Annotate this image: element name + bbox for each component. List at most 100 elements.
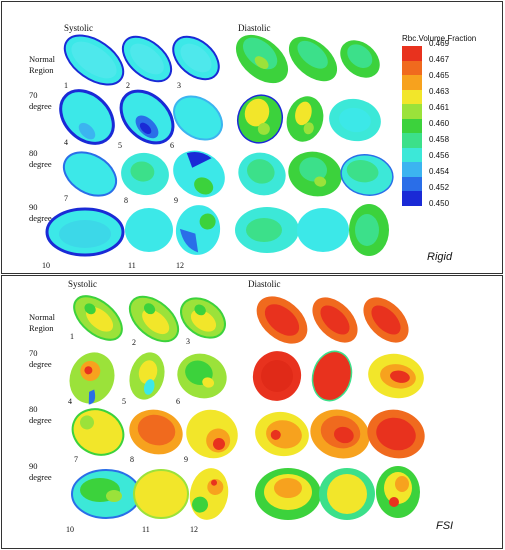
- rigid-cell-d10: [235, 207, 299, 253]
- rigid-tag: Rigid: [427, 251, 453, 263]
- legend-value: 0.460: [429, 119, 450, 128]
- rigid-cell-d4: [237, 94, 283, 144]
- rigid-cell-d6: [329, 98, 381, 142]
- row-label-90: 90 degree: [29, 461, 52, 482]
- legend-swatch: [402, 133, 422, 149]
- rigid-cell-6: [173, 95, 223, 141]
- fsi-cell-d8: [310, 409, 370, 459]
- rigid-cell-d2: [288, 36, 338, 82]
- rigid-cell-d5: [286, 96, 324, 142]
- systolic-label: Systolic: [64, 23, 94, 33]
- cell-number: 4: [64, 138, 68, 147]
- rigid-cell-1: [63, 34, 125, 86]
- row-label-normal: Normal Region: [29, 54, 55, 75]
- rigid-cell-9: [173, 150, 225, 198]
- legend-swatch: [402, 46, 422, 62]
- rigid-cell-d11: [297, 208, 349, 252]
- cell-number: 7: [74, 455, 78, 464]
- fsi-cell-12: [189, 468, 229, 520]
- rigid-cell-3: [172, 35, 220, 81]
- cell-number: 1: [70, 332, 74, 341]
- cell-number: 12: [190, 525, 198, 534]
- fsi-cell-2: [128, 295, 180, 343]
- legend-value: 0.465: [429, 71, 450, 80]
- fsi-cell-8: [129, 409, 183, 455]
- systolic-label: Systolic: [68, 279, 98, 289]
- cell-number: 7: [64, 194, 68, 203]
- row-label-normal: Normal Region: [29, 312, 55, 333]
- rigid-cell-5: [119, 89, 175, 145]
- fsi-cells: [69, 295, 425, 520]
- cell-number: 10: [66, 525, 74, 534]
- fsi-cell-d11: [319, 468, 375, 520]
- legend-value: 0.450: [429, 199, 450, 208]
- fsi-cell-d7: [255, 411, 309, 457]
- rigid-panel: Systolic Diastolic Normal Region 70 degree…: [1, 1, 503, 274]
- cell-number: 10: [42, 261, 50, 270]
- rigid-cell-d3: [340, 40, 380, 78]
- rigid-cells: [45, 34, 394, 257]
- legend-swatch: [402, 147, 422, 163]
- cell-number: 6: [170, 141, 174, 150]
- cell-number: 9: [184, 455, 188, 464]
- fsi-cell-10: [71, 469, 141, 519]
- cell-number: 5: [118, 141, 122, 150]
- cell-number: 8: [130, 455, 134, 464]
- cell-number: 3: [177, 81, 181, 90]
- rigid-cell-7: [62, 151, 118, 197]
- cell-number: 5: [122, 397, 126, 406]
- rigid-cell-d1: [235, 34, 289, 84]
- fsi-cell-3: [180, 297, 226, 339]
- legend-swatch: [402, 118, 422, 134]
- fsi-cell-7: [71, 408, 125, 456]
- fsi-cell-9: [186, 409, 238, 459]
- rigid-cell-10: [45, 207, 125, 257]
- cell-number: 12: [176, 261, 184, 270]
- legend-swatch: [402, 176, 422, 192]
- legend-color-bar: [402, 46, 422, 207]
- cell-number: 6: [176, 397, 180, 406]
- row-label-80: 80 degree: [29, 148, 52, 169]
- fsi-cell-d5: [311, 350, 353, 402]
- row-label-80: 80 degree: [29, 404, 52, 425]
- rigid-cell-d8: [288, 151, 342, 197]
- rigid-cell-11: [125, 208, 173, 252]
- fsi-cell-6: [177, 353, 227, 399]
- cell-number: 11: [128, 261, 136, 270]
- cell-number: 4: [68, 397, 72, 406]
- rigid-cell-d12: [349, 204, 389, 256]
- legend-value: 0.461: [429, 103, 450, 112]
- fsi-panel: Systolic Diastolic Normal Region 70 degree…: [1, 275, 503, 549]
- cell-number: 2: [126, 81, 130, 90]
- legend-swatch: [402, 60, 422, 76]
- rigid-cell-4: [59, 89, 115, 145]
- legend-value: 0.467: [429, 55, 450, 64]
- fsi-cell-1: [73, 295, 123, 341]
- diastolic-label: Diastolic: [238, 23, 271, 33]
- cell-number: 3: [186, 337, 190, 346]
- fsi-cell-5: [129, 352, 165, 400]
- cell-number: 9: [174, 196, 178, 205]
- rigid-cell-d7: [238, 152, 286, 196]
- legend-swatch: [402, 162, 422, 178]
- fsi-cell-d1: [256, 296, 308, 344]
- fsi-cell-d6: [368, 353, 424, 399]
- legend-value: 0.454: [429, 167, 450, 176]
- fsi-cell-11: [133, 469, 189, 519]
- legend-swatch: [402, 89, 422, 105]
- diastolic-label: Diastolic: [248, 279, 281, 289]
- legend-swatch: [402, 191, 422, 207]
- cell-number: 11: [142, 525, 150, 534]
- row-label-90: 90 degree: [29, 202, 52, 223]
- rigid-cell-8: [121, 152, 169, 196]
- legend-value: 0.456: [429, 151, 450, 160]
- rigid-cell-d9: [340, 154, 394, 196]
- legend-swatch: [402, 75, 422, 91]
- fsi-tag: FSI: [436, 520, 454, 532]
- cell-number: 1: [64, 81, 68, 90]
- legend-title: Rbc.Volume Fraction: [402, 34, 477, 43]
- fsi-cell-d4: [252, 351, 302, 401]
- fsi-cell-d10: [255, 468, 321, 520]
- cell-number: 2: [132, 338, 136, 347]
- fsi-cell-d9: [367, 409, 425, 459]
